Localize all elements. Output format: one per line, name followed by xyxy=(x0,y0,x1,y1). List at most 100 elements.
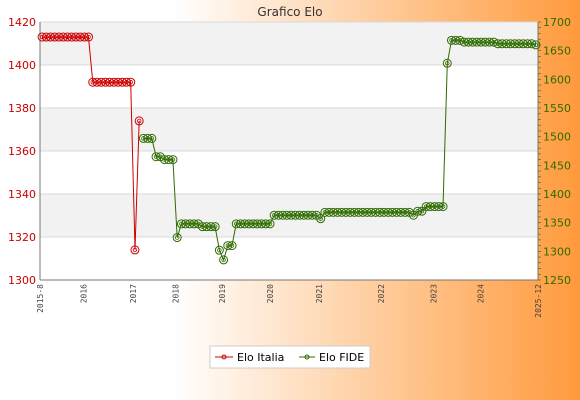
data-point-inner xyxy=(179,221,184,227)
data-point-inner xyxy=(259,221,264,227)
data-point xyxy=(130,245,140,255)
data-point-inner xyxy=(280,213,285,218)
data-point-inner xyxy=(225,243,231,248)
data-point-inner xyxy=(208,224,214,229)
data-point xyxy=(265,219,275,229)
data-point xyxy=(531,40,541,50)
x-tick-label: 2024 xyxy=(477,284,486,303)
data-point-inner xyxy=(428,204,433,209)
data-point-inner xyxy=(82,34,87,40)
data-point-inner xyxy=(377,210,382,215)
data-point-inner xyxy=(56,34,62,40)
data-point-inner xyxy=(508,41,513,46)
data-point-inner xyxy=(432,204,437,209)
data-point xyxy=(122,77,132,87)
data-point xyxy=(126,77,136,87)
data-point xyxy=(261,219,271,229)
data-point-inner xyxy=(436,204,442,209)
chart-title: Grafico Elo xyxy=(257,5,322,19)
legend-fide-label: Elo FIDE xyxy=(319,351,364,364)
data-point-inner xyxy=(385,210,391,215)
data-point-inner xyxy=(149,136,155,141)
data-point-inner xyxy=(69,34,74,40)
data-point-inner xyxy=(250,221,256,227)
data-point-inner xyxy=(39,34,45,40)
data-point-inner xyxy=(276,213,281,218)
y-left-tick-label: 1420 xyxy=(8,16,36,29)
data-point-inner xyxy=(293,213,298,218)
data-point-inner xyxy=(419,208,425,214)
data-point-inner xyxy=(483,39,488,45)
data-point-inner xyxy=(204,224,209,229)
data-point-inner xyxy=(352,210,357,215)
data-point-inner xyxy=(402,210,408,215)
data-point-inner xyxy=(423,204,429,209)
legend-box xyxy=(209,345,371,369)
x-tick-label: 2016 xyxy=(79,284,88,303)
data-point xyxy=(307,210,317,220)
data-point-inner xyxy=(466,39,471,45)
data-point xyxy=(413,206,423,216)
y-left-tick-label: 1380 xyxy=(8,102,36,115)
data-point-inner xyxy=(495,41,501,46)
data-point xyxy=(147,133,157,143)
data-point-inner xyxy=(533,42,539,48)
grid-band xyxy=(40,22,538,65)
data-point xyxy=(168,155,178,165)
data-point xyxy=(189,219,199,229)
legend-fide-marker xyxy=(304,354,310,360)
data-point xyxy=(434,202,444,212)
y-right-tick-label: 1650 xyxy=(543,45,571,58)
data-point-inner xyxy=(61,34,66,40)
data-point xyxy=(522,39,532,49)
x-tick-label: 2023 xyxy=(429,284,438,303)
data-point-inner xyxy=(103,79,108,85)
data-point-inner xyxy=(90,79,95,85)
x-tick-label: 2020 xyxy=(266,284,275,303)
data-point-inner xyxy=(512,41,517,46)
data-point-inner xyxy=(470,39,475,45)
y-right-tick-label: 1350 xyxy=(543,217,571,230)
data-point xyxy=(214,245,224,255)
y-left-tick-label: 1400 xyxy=(8,59,36,72)
data-point xyxy=(151,152,161,162)
legend-italia-label: Elo Italia xyxy=(237,351,284,364)
x-tick-label: 2018 xyxy=(171,284,180,303)
data-point-inner xyxy=(77,34,83,40)
data-point-inner xyxy=(445,61,450,66)
data-point-inner xyxy=(234,221,239,227)
data-point-inner xyxy=(369,210,374,215)
data-point xyxy=(442,58,452,68)
data-point-inner xyxy=(153,154,159,159)
y-right-tick-label: 1250 xyxy=(543,274,571,287)
data-point-inner xyxy=(453,38,458,43)
data-point xyxy=(227,241,237,251)
data-point-inner xyxy=(478,39,484,45)
data-point-inner xyxy=(136,118,142,124)
data-point-inner xyxy=(326,210,332,215)
data-point-inner xyxy=(44,34,49,40)
data-point xyxy=(206,222,216,232)
y-left-tick-label: 1360 xyxy=(8,145,36,158)
data-point-inner xyxy=(263,221,268,227)
data-point-inner xyxy=(339,210,344,215)
x-tick-label: 2017 xyxy=(129,284,138,303)
data-point xyxy=(79,32,89,42)
data-point xyxy=(316,214,326,224)
y-right-tick-label: 1500 xyxy=(543,131,571,144)
data-point-inner xyxy=(267,221,273,227)
data-point-inner xyxy=(297,213,302,218)
data-point-inner xyxy=(525,41,530,46)
y-right-tick-label: 1700 xyxy=(543,16,571,29)
data-point-inner xyxy=(124,79,129,85)
data-point xyxy=(451,35,461,45)
data-point-inner xyxy=(360,210,366,215)
data-point-inner xyxy=(145,136,150,141)
legend-italia-marker xyxy=(221,354,227,360)
data-point-inner xyxy=(411,213,416,218)
data-point-inner xyxy=(48,34,53,40)
data-point-inner xyxy=(521,41,526,46)
data-point-inner xyxy=(115,79,121,85)
data-point-inner xyxy=(499,41,505,46)
